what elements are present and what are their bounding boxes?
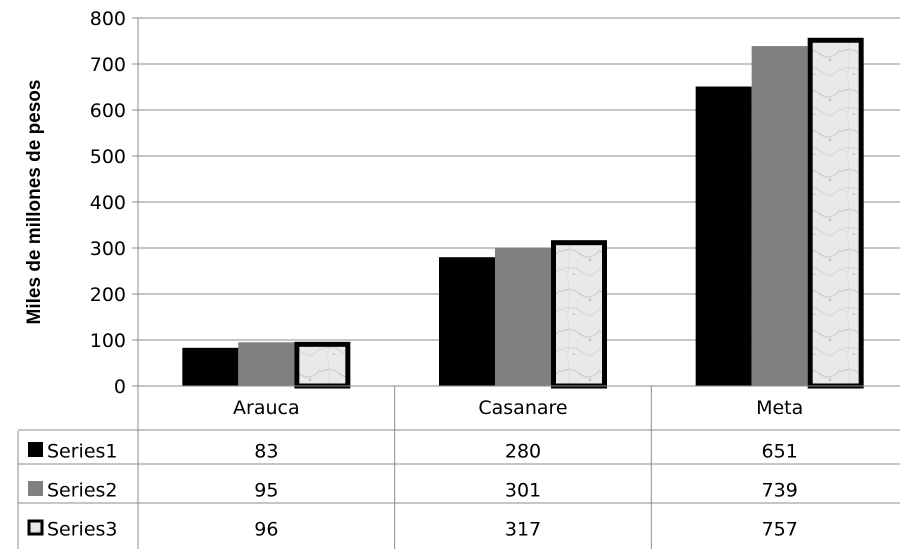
bar-series2-meta <box>751 46 808 387</box>
legend-key-series1 <box>28 442 43 457</box>
bar-series1-casanare <box>439 257 495 386</box>
y-tick-label: 700 <box>90 54 126 76</box>
category-label: Casanare <box>478 397 567 419</box>
bar-series3-meta <box>807 37 864 389</box>
bar-series3-casanare <box>551 240 607 389</box>
table-cell-value: 757 <box>762 519 798 541</box>
bar-series3-arauca <box>294 341 351 389</box>
y-tick-label: 300 <box>90 238 126 260</box>
y-tick-label: 600 <box>90 100 126 122</box>
legend-label: Series1 <box>47 441 118 463</box>
table-cell-value: 651 <box>762 441 798 463</box>
bars <box>182 37 864 389</box>
table-cell-value: 317 <box>505 519 541 541</box>
legend-key-series3 <box>27 519 44 536</box>
table-cell-value: 280 <box>505 441 541 463</box>
legend-key-series2 <box>28 481 43 496</box>
table-cell-value: 739 <box>762 480 798 502</box>
y-tick-label: 500 <box>90 146 126 168</box>
bar-series1-meta <box>695 86 752 386</box>
bar-series2-arauca <box>238 342 295 386</box>
y-tick-label: 100 <box>90 330 126 352</box>
table-cell-value: 301 <box>505 480 541 502</box>
gridlines <box>138 17 900 387</box>
y-tick-label: 0 <box>114 376 126 398</box>
y-tick-label: 200 <box>90 284 126 306</box>
bar-series1-arauca <box>182 347 239 386</box>
y-tick-label: 400 <box>90 192 126 214</box>
data-table: Arauca Casanare Meta Series1 83 280 651 Series2… <box>17 385 900 549</box>
table-cell-value: 95 <box>254 480 278 502</box>
table-cell-value: 96 <box>254 519 278 541</box>
bar-series2-casanare <box>495 247 551 386</box>
legend-label: Series3 <box>47 519 118 541</box>
y-tick-label: 800 <box>90 8 126 30</box>
legend-label: Series2 <box>47 480 118 502</box>
y-axis-ticks: 0 100 200 300 400 500 600 700 800 <box>90 8 139 398</box>
category-label: Arauca <box>233 397 300 419</box>
category-label: Meta <box>756 397 803 419</box>
y-axis-label: Miles de millones de pesos <box>24 80 45 325</box>
table-cell-value: 83 <box>254 441 278 463</box>
